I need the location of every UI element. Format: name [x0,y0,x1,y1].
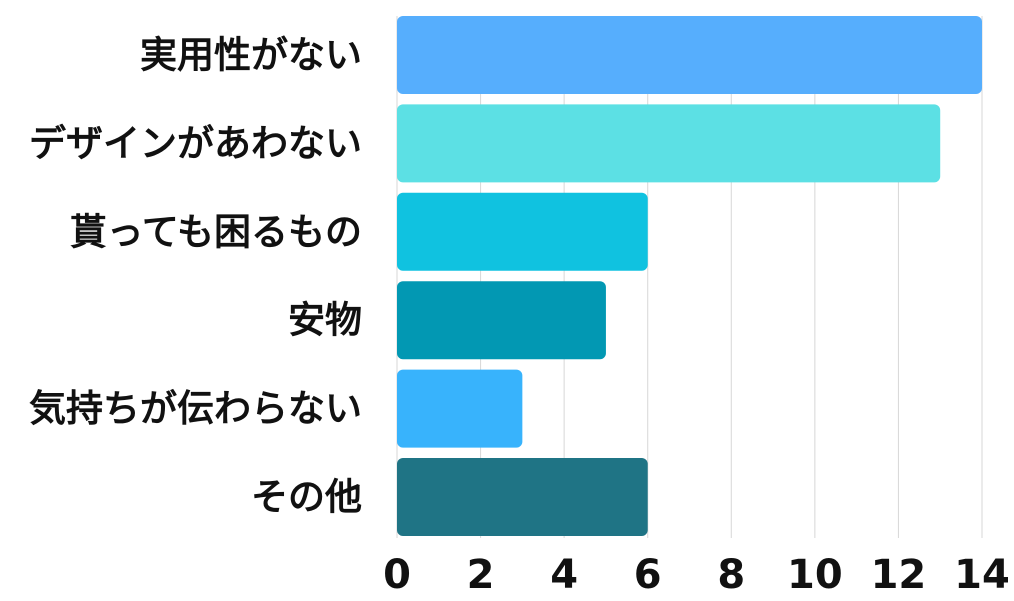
bar-2 [397,192,648,271]
x-tick-label-14: 14 [954,552,1010,598]
x-tick-label-6: 6 [634,552,662,598]
category-label-2: 貰っても困るもの [70,210,362,253]
x-tick-label-8: 8 [717,552,745,598]
x-tick-label-4: 4 [550,552,578,598]
category-label-0: 実用性がない [140,34,362,77]
bar-0 [397,16,982,94]
x-tick-label-2: 2 [467,552,495,598]
category-label-1: デザインがあわない [29,122,362,165]
bar-3 [397,281,606,360]
bars [397,16,982,536]
grid-lines [396,16,983,538]
category-label-3: 安物 [288,299,362,342]
x-tick-label-12: 12 [871,552,927,598]
bar-5 [397,458,648,536]
x-tick-label-0: 0 [383,552,411,598]
category-label-4: 気持ちが伝わらない [29,387,362,430]
category-label-5: その他 [251,476,362,519]
x-tick-label-10: 10 [787,552,843,598]
x-axis-tick-labels: 0 2 4 6 8 10 12 14 [383,552,1010,598]
bar-1 [397,104,941,183]
bar-4 [397,369,523,448]
